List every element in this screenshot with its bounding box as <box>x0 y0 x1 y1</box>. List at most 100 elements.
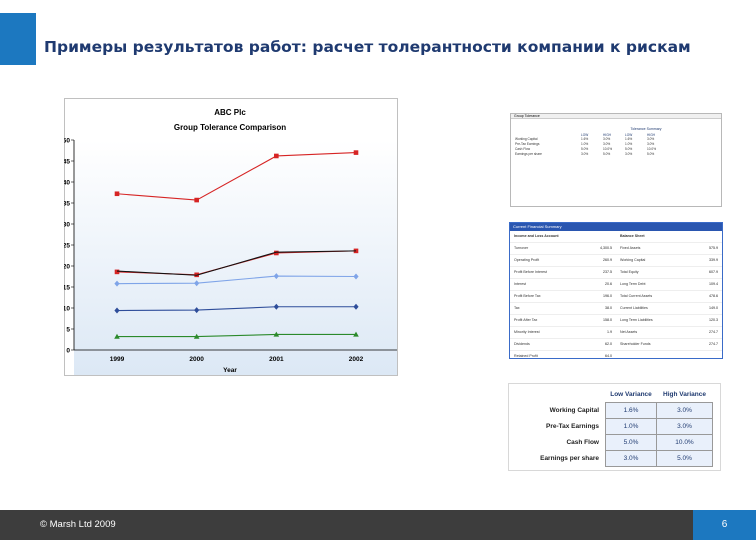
variance-label: Pre-Tax Earnings <box>546 423 599 430</box>
series-point <box>353 273 359 280</box>
row-label: Working Capital <box>515 137 538 141</box>
row-value: 3.0% <box>581 152 589 156</box>
series-point <box>114 269 120 275</box>
row-value: 5.0% <box>647 152 655 156</box>
high-variance-value: 5.0% <box>656 450 713 467</box>
y-tick-label: 50 <box>64 138 70 145</box>
row-value: 5.0% <box>625 147 633 151</box>
financial-label: Retained Profit <box>514 354 538 358</box>
financial-value: 274.7 <box>709 330 718 334</box>
row-value: 10.0% <box>647 147 657 151</box>
y-tick-label: 20 <box>64 264 70 271</box>
panel-columns: LOW HIGH LOW HIGH <box>581 133 721 137</box>
plot-background <box>74 140 397 375</box>
financial-label: Long Term Liabilities <box>620 318 653 322</box>
row-value: 1.0% <box>625 142 633 146</box>
header-accent-block <box>0 13 36 65</box>
table-row: Earnings per share 3.0% 5.0% 3.0% 5.0% <box>511 152 721 157</box>
financial-row: Tax 38.0 <box>510 303 616 315</box>
financial-value: 1.9 <box>607 330 612 334</box>
low-variance-value: 1.0% <box>605 418 657 435</box>
header-low-variance: Low Variance <box>610 391 652 398</box>
variance-row: Earnings per share 3.0% 5.0% <box>521 450 713 467</box>
row-label: Earnings per share <box>515 152 542 156</box>
axes-layer: 0 5 10 15 20 25 30 35 40 45 50 1999 2000 2001 2002 <box>63 138 397 363</box>
financial-row: Total Equity 607.9 <box>616 267 722 279</box>
row-value: 3.0% <box>625 152 633 156</box>
financial-label: Total Equity <box>620 270 639 274</box>
chart-subtitle: Group Tolerance Comparison <box>174 123 286 132</box>
high-variance-value: 3.0% <box>656 402 713 419</box>
financial-summary-panel: Current Financial Summary Income and Los… <box>509 222 723 359</box>
financial-label: Tax <box>514 306 520 310</box>
series-point <box>274 153 279 159</box>
table-row: Pre-Tax Earnings 1.0% 3.0% 1.0% 3.0% <box>511 142 721 147</box>
series-layer <box>114 150 359 339</box>
financial-label: Operating Profit <box>514 258 540 262</box>
financial-value: 109.4 <box>709 282 718 286</box>
financial-label: Total Current Assets <box>620 294 653 298</box>
y-tick-label: 35 <box>64 201 70 208</box>
x-tick-label: 2001 <box>269 356 284 363</box>
col-header: LOW <box>581 133 589 137</box>
financial-label: Current Liabilities <box>620 306 648 310</box>
financial-label: Dividends <box>514 342 530 346</box>
panel-tab[interactable]: Group Tolerance <box>511 114 721 119</box>
income-rows: Turnover 4,300.5 Operating Profit 260.9 Prof… <box>510 243 616 358</box>
financial-row: Minority Interest 1.9 <box>510 327 616 339</box>
financial-row: Long Term Debt 109.4 <box>616 279 722 291</box>
financial-label: Profit After Tax <box>514 318 538 322</box>
series-point <box>193 333 200 339</box>
series-point <box>114 280 120 287</box>
chart-svg: ABC Plc Group Tolerance Comparison 0 5 10 1… <box>63 98 478 376</box>
y-tick-label: 5 <box>66 327 70 334</box>
financial-label: Working Capital <box>620 258 646 262</box>
y-tick-label: 15 <box>64 285 70 292</box>
financial-label: Profit Before Tax <box>514 294 541 298</box>
financial-value: 274.7 <box>709 342 718 346</box>
variance-label: Working Capital <box>549 407 599 414</box>
tolerance-summary-panel: Group Tolerance Tolerance Summary LOW HI… <box>510 113 722 207</box>
series-point <box>273 273 279 280</box>
financial-row: Profit Before Interest 237.5 <box>510 267 616 279</box>
financial-value: 158.0 <box>603 318 612 322</box>
col-header: LOW <box>625 133 633 137</box>
variance-row: Pre-Tax Earnings 1.0% 3.0% <box>521 418 713 435</box>
financial-row: Operating Profit 260.9 <box>510 255 616 267</box>
financial-label: Net Assets <box>620 330 638 334</box>
y-tick-label: 0 <box>66 348 70 355</box>
income-column: Income and Loss Account Turnover 4,300.5 O… <box>510 231 616 358</box>
low-variance-value: 1.6% <box>605 402 657 419</box>
financial-label: Profit Before Interest <box>514 270 547 274</box>
financial-value: 260.9 <box>603 258 612 262</box>
series-point <box>353 303 359 310</box>
series-point <box>114 191 120 197</box>
row-value: 3.0% <box>647 137 655 141</box>
financial-value: 607.9 <box>709 270 718 274</box>
financial-label: Long Term Debt <box>620 282 646 286</box>
financial-row: Retained Profit 64.0 <box>510 351 616 358</box>
page-number: 6 <box>721 519 728 530</box>
table-row: Working Capital 1.6% 3.0% 1.6% 3.0% <box>511 137 721 142</box>
col-header: HIGH <box>603 133 611 137</box>
row-value: 10.0% <box>603 147 613 151</box>
financial-label: Fixed Assets <box>620 246 641 250</box>
table-row: Cash Flow 5.0% 10.0% 5.0% 10.0% <box>511 147 721 152</box>
series-line <box>117 333 356 338</box>
financial-label: Minority Interest <box>514 330 540 334</box>
series-line <box>116 152 357 201</box>
financial-row: Profit After Tax 158.0 <box>510 315 616 327</box>
financial-value: 575.9 <box>709 246 718 250</box>
high-variance-value: 3.0% <box>656 418 713 435</box>
financial-row: Shareholder Funds 274.7 <box>616 339 722 351</box>
x-tick-label: 1999 <box>110 356 125 363</box>
y-tick-label: 25 <box>64 243 70 250</box>
variance-label: Earnings per share <box>540 455 599 462</box>
low-variance-value: 3.0% <box>605 450 657 467</box>
financial-grid: Income and Loss Account Turnover 4,300.5 O… <box>510 231 722 358</box>
financial-value: 478.6 <box>709 294 718 298</box>
financial-value: 237.5 <box>603 270 612 274</box>
financial-value: 4,300.5 <box>600 246 612 250</box>
variance-table: Low Variance High Variance Working Capit… <box>521 387 713 467</box>
balance-rows: Fixed Assets 575.9 Working Capital 339.9 Tot… <box>616 243 722 351</box>
